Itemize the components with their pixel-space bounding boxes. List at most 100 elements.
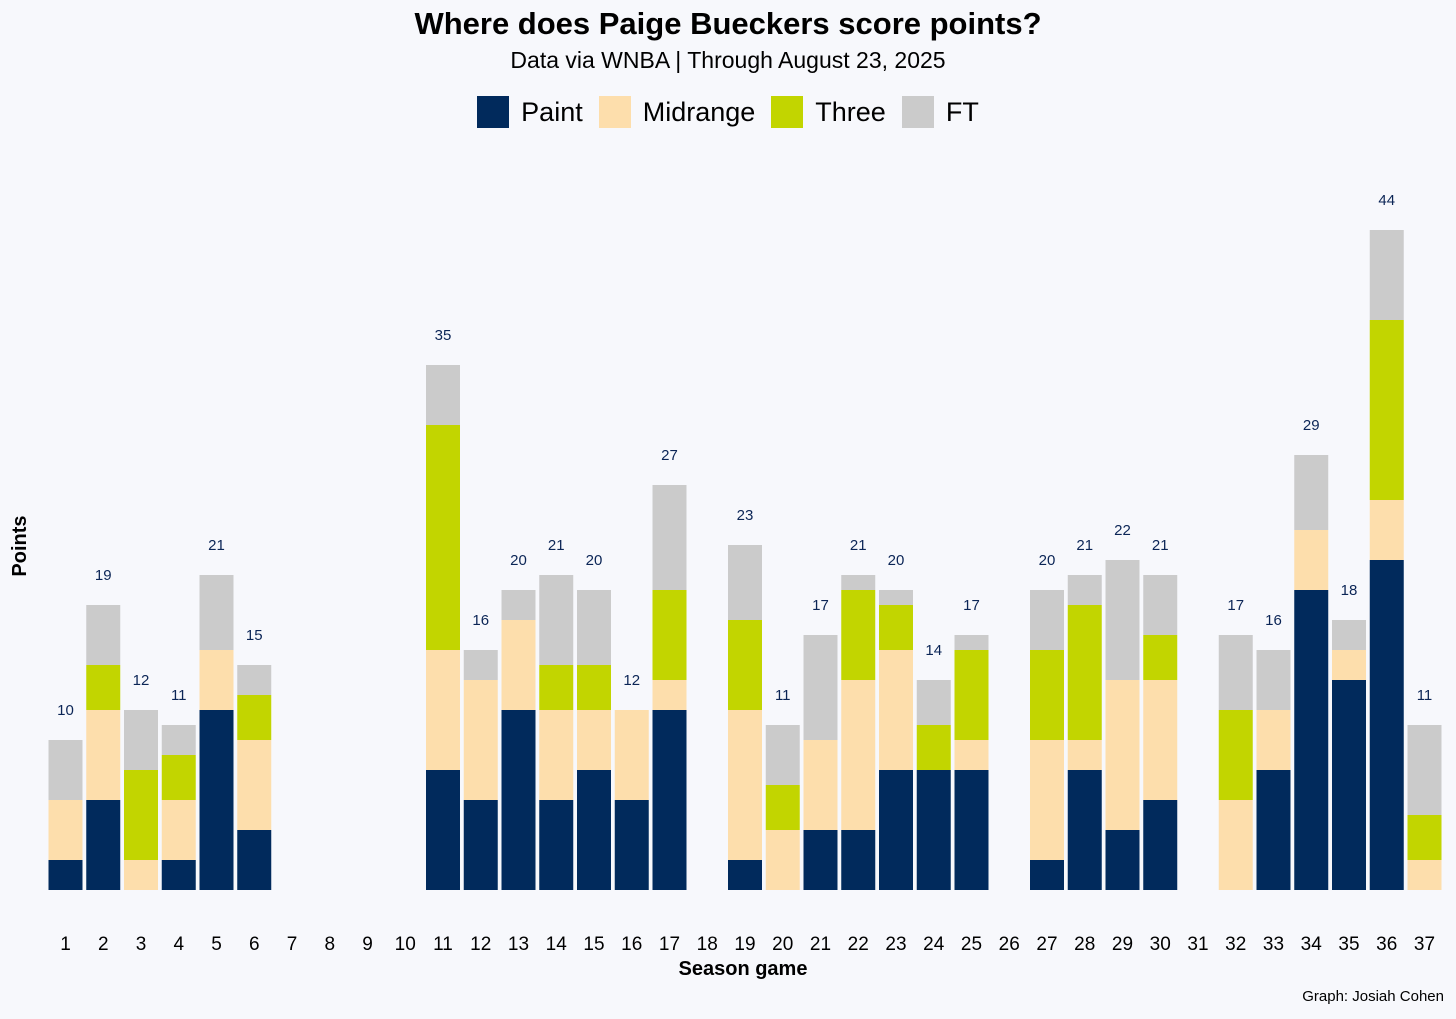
x-tick-label: 33 — [1263, 934, 1284, 955]
total-label: 21 — [850, 537, 867, 554]
total-label: 17 — [1227, 597, 1244, 614]
bar-segment-ft — [1332, 620, 1366, 650]
bar-segment-ft — [841, 575, 876, 590]
bar-segment-three — [652, 590, 687, 680]
bar-segment-ft — [1143, 575, 1178, 635]
bar-segment-ft — [501, 590, 536, 620]
bar-segment-three — [954, 650, 989, 740]
bar-segment-paint — [577, 770, 611, 890]
total-label: 20 — [586, 552, 603, 569]
x-tick-label: 15 — [583, 934, 604, 955]
total-label: 29 — [1303, 417, 1320, 434]
bar-segment-ft — [1407, 725, 1442, 815]
bar-segment-three — [765, 785, 800, 830]
x-tick-label: 9 — [362, 934, 373, 955]
total-label: 12 — [623, 672, 640, 689]
x-tick-label: 29 — [1112, 934, 1133, 955]
total-label: 11 — [171, 687, 187, 704]
bar-segment-ft — [1294, 455, 1329, 530]
x-tick-label: 24 — [923, 934, 945, 955]
legend-item-paint: Paint — [477, 96, 583, 128]
bar-segment-three — [161, 755, 196, 800]
bar-segment-three — [728, 620, 762, 710]
total-label: 11 — [775, 687, 791, 704]
x-tick-label: 12 — [470, 934, 491, 955]
x-tick-label: 25 — [961, 934, 982, 955]
bar-segment-paint — [1105, 830, 1140, 890]
bar-segment-paint — [161, 860, 196, 890]
bar-segment-ft — [765, 725, 800, 785]
bar-segment-midrange — [1218, 800, 1253, 890]
bar-segment-paint — [1294, 590, 1329, 890]
legend-swatch-paint — [477, 96, 510, 128]
bar-segment-midrange — [652, 680, 687, 710]
bar-segment-ft — [1105, 560, 1140, 680]
bar-segment-ft — [48, 740, 83, 800]
total-label: 12 — [133, 672, 150, 689]
bar-segment-paint — [463, 800, 498, 890]
bar-segment-ft — [728, 545, 762, 620]
bar-segment-midrange — [501, 620, 536, 710]
bar-segment-midrange — [879, 650, 913, 770]
total-label: 10 — [57, 702, 74, 719]
bar-segment-midrange — [199, 650, 234, 710]
bar-segment-paint — [48, 860, 83, 890]
x-tick-label: 14 — [546, 934, 568, 955]
x-tick-label: 36 — [1376, 934, 1397, 955]
total-label: 21 — [1076, 537, 1093, 554]
bar-segment-ft — [539, 575, 574, 665]
bar-segment-three — [1218, 710, 1253, 800]
y-axis-label: Points — [9, 515, 31, 576]
bar-segment-paint — [841, 830, 876, 890]
x-tick-label: 2 — [98, 934, 109, 955]
x-tick-label: 18 — [697, 934, 718, 955]
bar-segment-paint — [1369, 560, 1404, 890]
x-tick-label: 27 — [1036, 934, 1057, 955]
bar-segment-ft — [954, 635, 989, 650]
bar-segment-midrange — [539, 710, 574, 800]
bar-segment-midrange — [1143, 680, 1178, 800]
total-label: 16 — [472, 612, 489, 629]
legend-item-three: Three — [771, 96, 886, 128]
bar-segment-midrange — [841, 680, 876, 830]
bar-segment-midrange — [1332, 650, 1366, 680]
x-tick-label: 8 — [324, 934, 335, 955]
bar-segment-ft — [577, 590, 611, 665]
bar-segment-midrange — [765, 830, 800, 890]
bar-segment-midrange — [954, 740, 989, 770]
total-label: 20 — [1039, 552, 1056, 569]
bar-segment-paint — [501, 710, 536, 890]
bar-segment-paint — [1030, 860, 1064, 890]
total-label: 14 — [925, 642, 942, 659]
total-label: 22 — [1114, 522, 1131, 539]
x-tick-label: 34 — [1301, 934, 1323, 955]
bar-segment-midrange — [1294, 530, 1329, 590]
bar-segment-ft — [161, 725, 196, 755]
bar-segment-midrange — [1030, 740, 1064, 860]
x-tick-label: 13 — [508, 934, 529, 955]
legend-label-three: Three — [815, 96, 886, 127]
bar-segment-paint — [1256, 770, 1291, 890]
chart-credit: Graph: Josiah Cohen — [1302, 988, 1444, 1005]
bar-segment-three — [879, 605, 913, 650]
x-tick-label: 26 — [999, 934, 1020, 955]
bar-segment-midrange — [1256, 710, 1291, 770]
total-label: 17 — [812, 597, 829, 614]
bar-segment-paint — [426, 770, 460, 890]
total-label: 20 — [888, 552, 905, 569]
bar-segment-midrange — [577, 710, 611, 770]
total-label: 18 — [1341, 582, 1358, 599]
x-tick-label: 7 — [287, 934, 298, 955]
bar-segment-three — [1067, 605, 1102, 740]
x-axis-label: Season game — [679, 958, 808, 980]
bar-segment-midrange — [728, 710, 762, 860]
bar-segment-paint — [803, 830, 838, 890]
x-tick-label: 1 — [60, 934, 71, 955]
bar-segment-paint — [728, 860, 762, 890]
x-tick-label: 37 — [1414, 934, 1435, 955]
bar-segment-ft — [1067, 575, 1102, 605]
bar-segment-midrange — [1369, 500, 1404, 560]
bar-segment-paint — [1332, 680, 1366, 890]
bar-segment-paint — [237, 830, 272, 890]
total-label: 15 — [246, 627, 263, 644]
